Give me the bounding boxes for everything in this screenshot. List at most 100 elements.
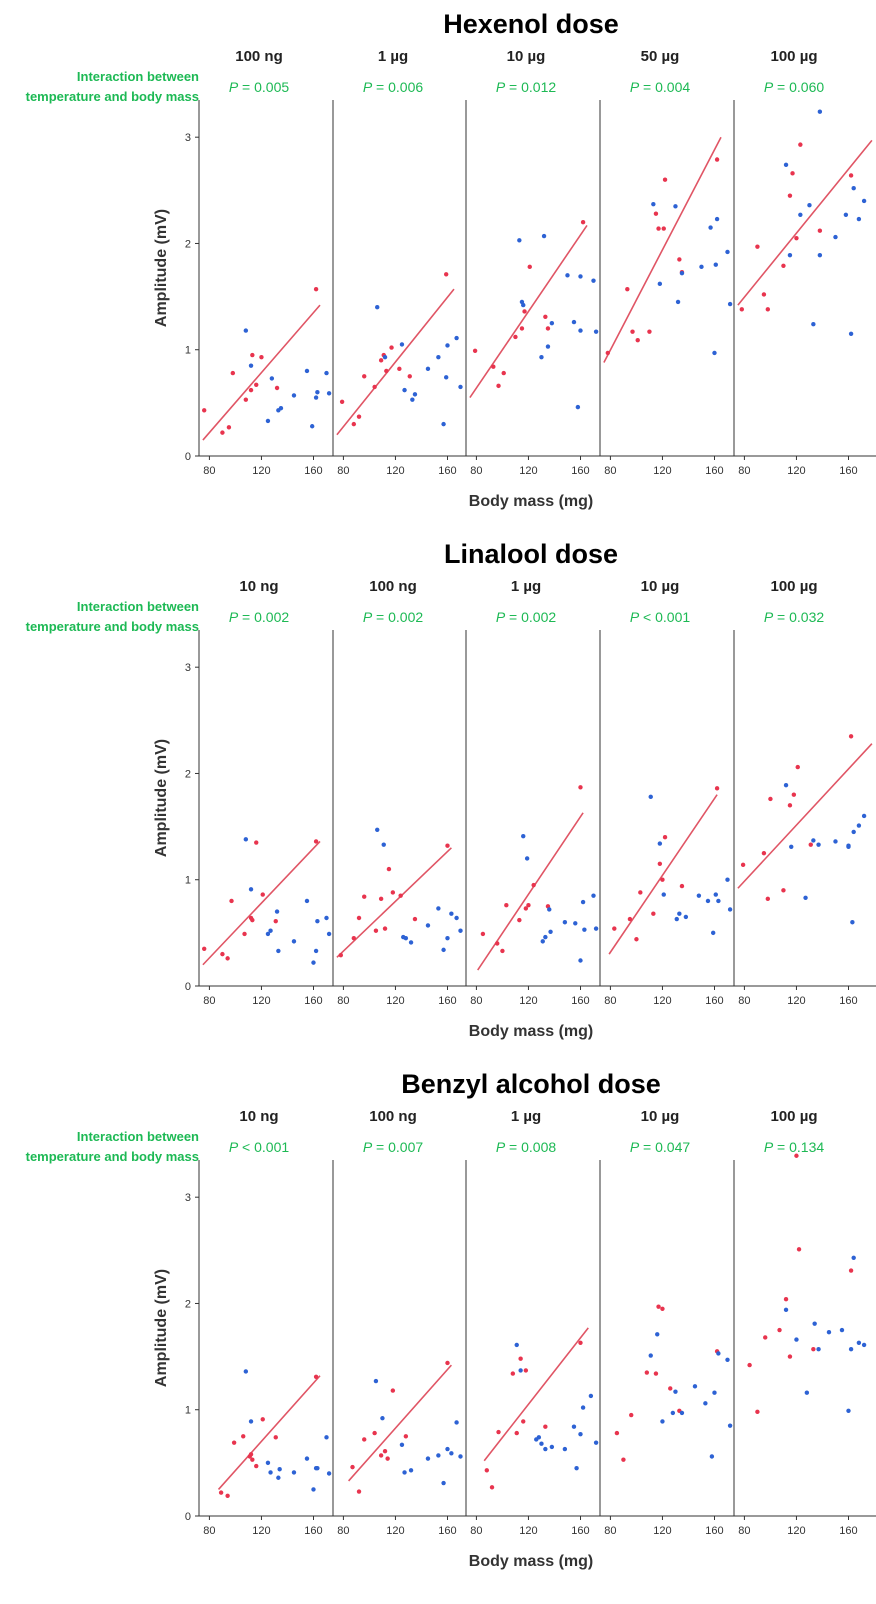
data-point-blue (399, 1442, 405, 1448)
data-point-blue (571, 1424, 577, 1429)
data-point-blue (545, 344, 551, 349)
data-point-blue (705, 898, 711, 904)
data-point-blue (375, 827, 380, 832)
data-point-red (385, 1456, 390, 1461)
data-point-blue (856, 216, 862, 222)
data-point-blue (458, 1454, 463, 1459)
data-point-red (218, 1490, 224, 1495)
data-point-red (356, 414, 362, 419)
data-point-red (644, 1370, 650, 1375)
data-point-red (522, 309, 527, 314)
data-point-red (761, 850, 767, 856)
data-point-blue (703, 1401, 708, 1406)
regression-line (348, 1364, 452, 1482)
data-point-blue (571, 319, 577, 325)
data-point-blue (789, 844, 794, 849)
data-point-red (739, 307, 745, 312)
data-point-red (765, 307, 771, 312)
regression-line (483, 1327, 589, 1462)
p-value-label: P = 0.134 (764, 1139, 825, 1155)
data-point-red (254, 382, 259, 387)
section-title: Hexenol dose (443, 9, 619, 39)
data-point-blue (593, 1440, 599, 1445)
dose-label: 10 ng (239, 578, 278, 595)
data-point-red (653, 1371, 659, 1376)
regression-line (737, 743, 873, 889)
data-point-red (362, 894, 367, 899)
data-point-blue (578, 328, 583, 333)
data-point-red (397, 366, 402, 372)
data-point-red (382, 1448, 388, 1454)
data-point-red (790, 171, 795, 176)
data-point-blue (403, 935, 409, 941)
data-point-red (384, 368, 389, 374)
data-point-blue (727, 1423, 733, 1428)
data-point-red (580, 220, 586, 225)
data-point-red (526, 903, 531, 908)
interaction-label: Interaction between (77, 599, 199, 614)
data-point-blue (425, 923, 431, 928)
data-point-blue (311, 960, 316, 965)
data-point-red (848, 173, 854, 178)
dose-label: 1 µg (511, 1108, 541, 1125)
data-point-blue (408, 1468, 414, 1473)
p-value-label: P = 0.004 (630, 79, 691, 95)
data-point-red (755, 1409, 760, 1415)
data-point-blue (591, 278, 596, 283)
data-point-blue (543, 934, 548, 940)
x-tick-label: 120 (386, 995, 404, 1007)
section-title: Benzyl alcohol dose (401, 1069, 661, 1099)
data-point-red (614, 1430, 620, 1436)
x-tick-label: 160 (438, 995, 456, 1007)
x-tick-label: 120 (252, 465, 270, 477)
interaction-label: temperature and body mass (26, 89, 199, 104)
regression-line (603, 136, 722, 363)
dose-label: 10 µg (641, 1108, 680, 1125)
data-point-red (761, 292, 767, 297)
data-point-blue (661, 892, 666, 897)
data-point-red (795, 764, 800, 770)
data-point-blue (677, 911, 682, 916)
data-point-blue (265, 931, 271, 937)
data-point-red (514, 1430, 519, 1436)
data-point-blue (816, 842, 821, 847)
data-point-blue (514, 1342, 519, 1348)
data-point-blue (449, 1451, 454, 1456)
data-point-red (313, 1374, 319, 1379)
data-point-blue (648, 794, 653, 800)
data-point-red (351, 421, 357, 427)
data-point-red (543, 314, 548, 319)
dose-label: 100 ng (235, 48, 283, 65)
data-point-blue (324, 370, 329, 376)
data-point-red (220, 951, 225, 957)
data-point-blue (725, 877, 730, 882)
data-point-red (668, 1386, 673, 1391)
p-value-label: P = 0.008 (496, 1139, 557, 1155)
data-point-red (527, 264, 532, 270)
dose-label: 10 µg (641, 578, 680, 595)
data-point-red (472, 348, 478, 353)
data-point-blue (441, 421, 446, 427)
data-point-blue (454, 1420, 459, 1425)
data-point-blue (412, 392, 418, 397)
data-point-blue (549, 1444, 555, 1450)
data-point-red (662, 177, 668, 182)
data-point-blue (696, 893, 702, 898)
x-tick-label: 80 (337, 995, 349, 1007)
data-point-blue (543, 1446, 548, 1452)
data-point-blue (315, 390, 320, 395)
data-point-blue (548, 929, 553, 935)
data-point-blue (291, 1470, 297, 1475)
y-tick-label: 0 (185, 451, 191, 463)
data-point-red (523, 906, 529, 911)
dose-label: 10 ng (239, 1108, 278, 1125)
data-point-red (378, 896, 384, 902)
data-point-blue (725, 249, 730, 255)
data-point-red (783, 1297, 789, 1302)
data-point-blue (833, 839, 838, 844)
regression-line (469, 224, 588, 399)
data-point-blue (458, 384, 463, 390)
dose-label: 100 µg (771, 1108, 818, 1125)
x-tick-label: 120 (653, 1525, 671, 1537)
p-value-label: P = 0.002 (229, 609, 290, 625)
